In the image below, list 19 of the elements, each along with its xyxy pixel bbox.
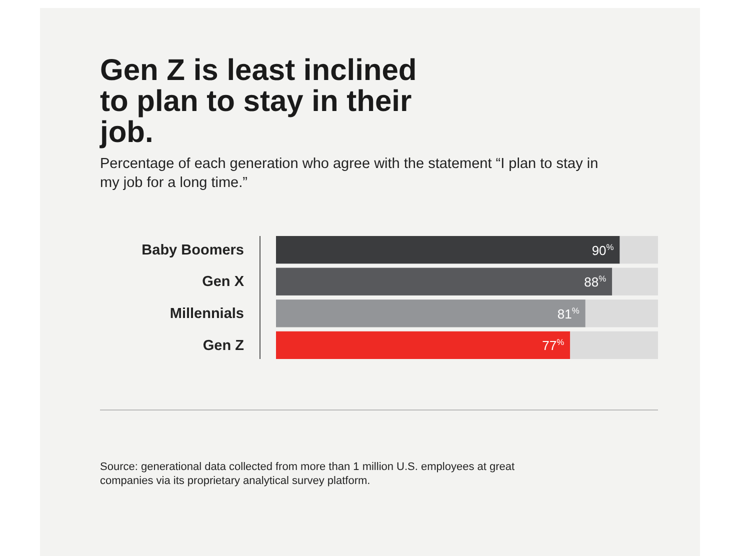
bar (276, 268, 612, 296)
source-note: Source: generational data collected from more than 1 million U.S. employees at great companies via its proprietary analytical survey platform. (100, 461, 515, 487)
y-tick-label: Millennials (170, 306, 244, 322)
y-tick-label: Gen Z (202, 338, 244, 354)
data-label: 88$^{%}$ (584, 274, 607, 290)
bar (276, 300, 586, 328)
bar (612, 268, 658, 296)
bar (276, 331, 570, 359)
data-label: 77$^{%}$ (542, 337, 565, 354)
bar (570, 331, 658, 359)
bar (620, 236, 658, 264)
y-tick-label: Baby Boomers (142, 242, 244, 258)
data-label: 81$^{%}$ (557, 305, 580, 322)
data-label: 90$^{%}$ (592, 242, 614, 258)
y-tick-label: Gen X (202, 274, 244, 290)
bar (585, 300, 658, 328)
bar (276, 236, 620, 264)
chart-subtitle: Percentage of each generation who agree with the statement “I plan to stay in my job for a long time.” (100, 156, 598, 191)
chart-title: Gen Z is least inclined to plan to stay in their job. (99, 54, 417, 149)
